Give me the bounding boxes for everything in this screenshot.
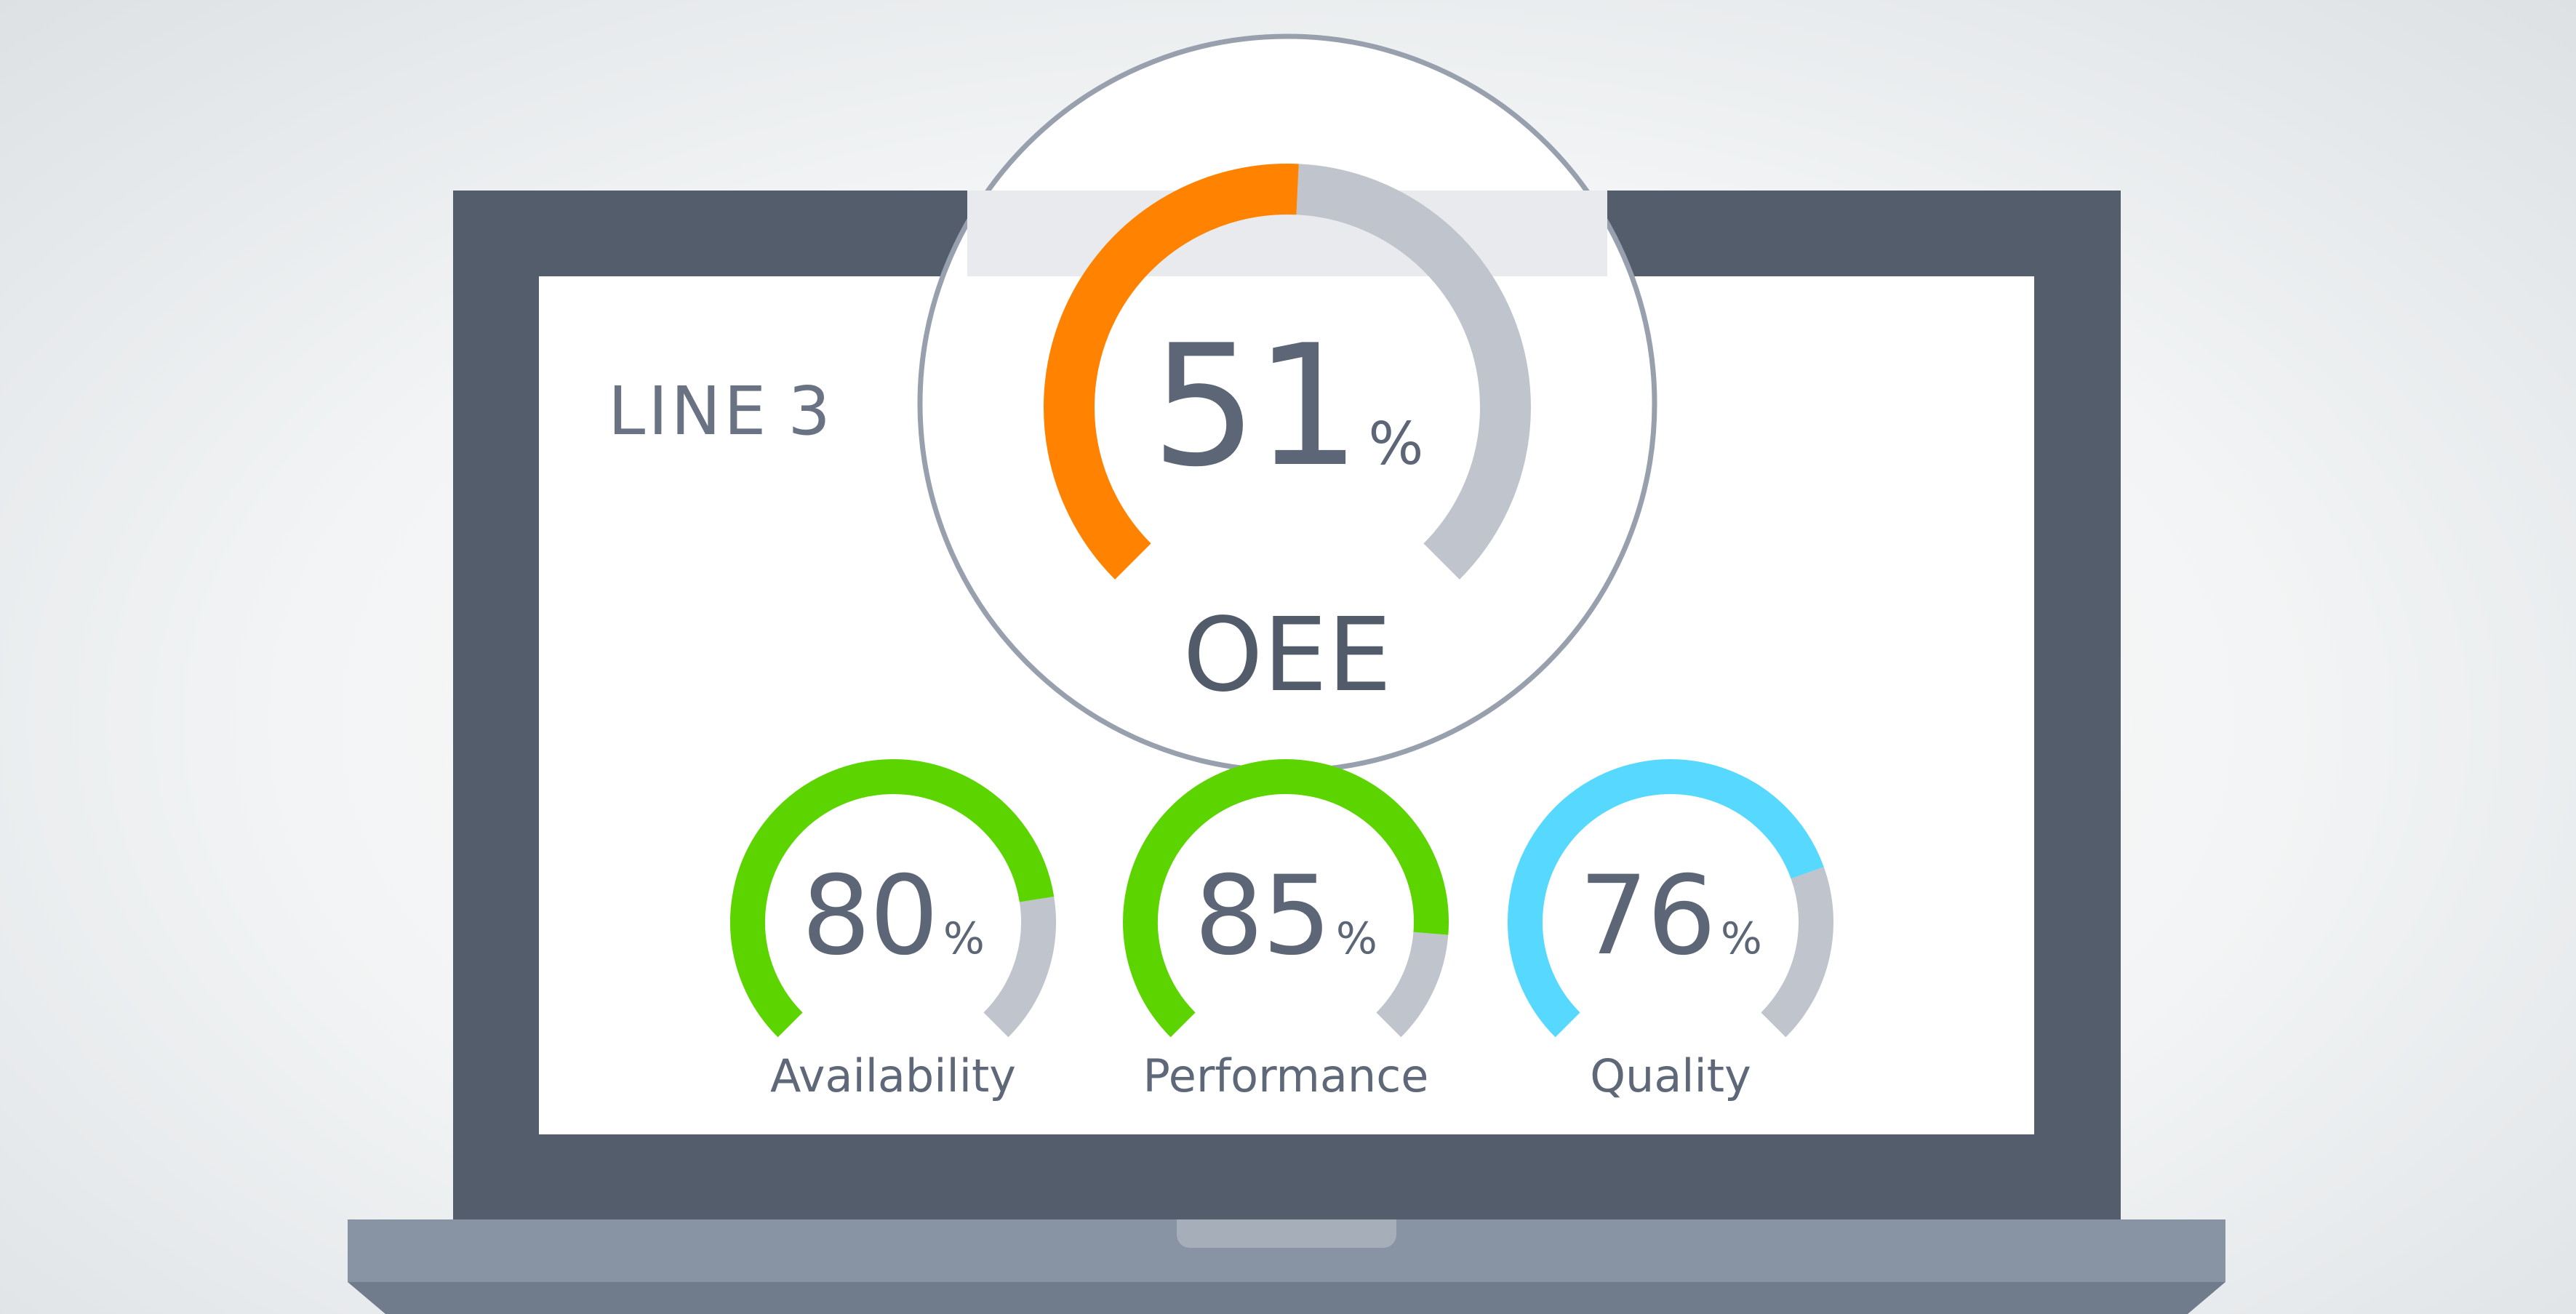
performance-value: 85% <box>1104 862 1468 971</box>
availability-gauge-track <box>983 896 1056 1038</box>
performance-value-number: 85 <box>1194 853 1332 980</box>
laptop-opening-notch <box>1177 1219 1396 1248</box>
availability-value-number: 80 <box>801 853 939 980</box>
line-title: LINE 3 <box>608 372 833 450</box>
performance-value-unit: % <box>1335 913 1377 964</box>
oee-gauge-track <box>1296 164 1531 580</box>
availability-label: Availability <box>770 1049 1016 1102</box>
performance-gauge-fill <box>1123 759 1449 1038</box>
quality-gauge-track <box>1761 867 1833 1038</box>
performance-gauge-track <box>1376 932 1449 1038</box>
availability-value-unit: % <box>943 913 985 964</box>
quality-value-unit: % <box>1720 913 1762 964</box>
quality-gauge-fill <box>1508 759 1824 1038</box>
availability-gauge-fill <box>730 759 1055 1038</box>
availability-value: 80% <box>711 862 1075 971</box>
oee-gauge-fill <box>1044 164 1299 580</box>
quality-label: Quality <box>1590 1049 1751 1102</box>
performance-label: Performance <box>1143 1049 1429 1102</box>
line-title-number: 3 <box>788 372 833 450</box>
line-title-text: LINE <box>608 372 769 450</box>
oee-value-number: 51 <box>1151 310 1361 504</box>
oee-value-unit: % <box>1368 410 1424 478</box>
oee-label: OEE <box>1183 596 1392 715</box>
laptop-base-bottom <box>348 1282 2225 1314</box>
quality-value-number: 76 <box>1579 853 1716 980</box>
quality-value: 76% <box>1489 862 1852 971</box>
oee-value: 51% <box>1105 324 1469 491</box>
